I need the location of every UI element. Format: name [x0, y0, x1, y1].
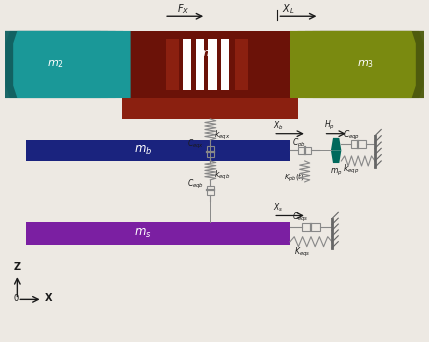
Text: Z: Z	[14, 262, 21, 272]
Text: $m_b$: $m_b$	[134, 144, 152, 157]
Bar	[302, 223, 320, 231]
Text: $C_{pb}$: $C_{pb}$	[292, 137, 306, 150]
Text: $X_s$: $X_s$	[273, 202, 284, 214]
Bar	[236, 39, 248, 90]
Bar	[208, 39, 217, 90]
Text: $m_s$: $m_s$	[134, 227, 152, 240]
Bar	[122, 98, 299, 119]
Text: $k_{eqb}$: $k_{eqb}$	[214, 169, 230, 182]
Text: $X_L$: $X_L$	[281, 2, 294, 16]
Text: $C_{eqb}$: $C_{eqb}$	[187, 177, 204, 190]
Bar	[350, 141, 366, 148]
Text: $C_{eqx}$: $C_{eqx}$	[187, 138, 205, 151]
Text: $K_{pb}(t)$: $K_{pb}(t)$	[284, 172, 304, 184]
Text: $K_{eqs}$: $K_{eqs}$	[294, 246, 311, 259]
Text: $m_2$: $m_2$	[47, 58, 63, 70]
Text: $m_3$: $m_3$	[357, 58, 374, 70]
Bar	[206, 186, 214, 195]
Text: X: X	[45, 293, 52, 303]
Polygon shape	[0, 31, 115, 98]
Polygon shape	[0, 31, 108, 98]
Text: 0: 0	[13, 294, 18, 303]
Polygon shape	[305, 31, 429, 98]
Bar	[166, 39, 179, 90]
Polygon shape	[320, 31, 429, 98]
Bar	[26, 222, 290, 245]
Bar	[26, 140, 290, 161]
Text: $F_X$: $F_X$	[177, 2, 189, 16]
Polygon shape	[331, 150, 341, 163]
Text: $H_p$: $H_p$	[323, 119, 335, 132]
Polygon shape	[0, 31, 100, 98]
Bar	[206, 146, 214, 157]
Bar	[298, 147, 311, 154]
Text: $C_{eqp}$: $C_{eqp}$	[344, 129, 361, 142]
Bar	[221, 39, 229, 90]
Text: $m_L$: $m_L$	[198, 48, 214, 60]
Polygon shape	[298, 31, 423, 98]
Text: $k_{eqx}$: $k_{eqx}$	[214, 129, 230, 142]
Polygon shape	[313, 31, 429, 98]
Bar	[183, 39, 191, 90]
Bar	[97, 31, 323, 98]
Text: $k_{eqp}$: $k_{eqp}$	[344, 163, 360, 176]
Text: $C_{eqs}$: $C_{eqs}$	[292, 211, 309, 224]
Text: $X_b$: $X_b$	[273, 120, 284, 132]
Polygon shape	[290, 31, 416, 98]
Polygon shape	[13, 31, 130, 98]
Text: $m_p$: $m_p$	[330, 167, 342, 178]
Polygon shape	[6, 31, 123, 98]
Polygon shape	[331, 138, 341, 150]
Bar	[196, 39, 204, 90]
